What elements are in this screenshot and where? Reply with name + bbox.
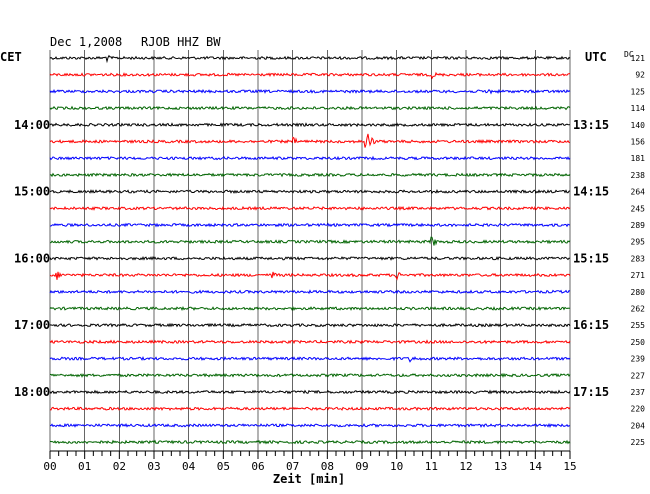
cet-hour-label: 17:00 (14, 318, 50, 332)
utc-hour-label: 16:15 (573, 318, 609, 332)
seismic-trace (49, 389, 571, 395)
dc-offset-label: 181 (631, 154, 646, 163)
x-tick-label: 05 (217, 460, 230, 473)
seismic-trace (49, 236, 571, 246)
chart-date: Dec 1,2008 (50, 35, 122, 49)
dc-offset-label: 225 (631, 438, 646, 447)
dc-header-label: DC (624, 50, 634, 59)
seismic-trace (49, 322, 571, 328)
dc-offset-label: 264 (631, 188, 646, 197)
utc-hour-labels: 13:15 14:15 15:15 16:15 17:15 (573, 118, 609, 399)
chart-station: RJOB HHZ BW (141, 35, 221, 49)
seismic-trace (50, 222, 570, 228)
seismic-trace (49, 54, 571, 64)
dc-offset-label: 238 (631, 171, 646, 180)
x-tick-label: 07 (286, 460, 299, 473)
seismic-traces (49, 54, 571, 445)
seismic-trace (49, 271, 571, 281)
x-tick-label: 09 (355, 460, 368, 473)
dc-offset-label: 239 (631, 355, 646, 364)
seismic-trace (49, 289, 571, 295)
seismic-trace (49, 422, 571, 428)
cet-hour-label: 15:00 (14, 185, 50, 199)
seismic-trace (49, 355, 571, 363)
seismic-trace (49, 122, 571, 128)
dc-offset-label: 114 (631, 104, 646, 113)
dc-offset-label: 262 (631, 305, 646, 314)
dc-offset-label: 92 (635, 71, 645, 80)
x-tick-label: 00 (43, 460, 56, 473)
cet-hour-label: 18:00 (14, 385, 50, 399)
dc-offset-label: 289 (631, 221, 646, 230)
dc-offset-label: 140 (631, 121, 646, 130)
x-tick-label: 15 (563, 460, 576, 473)
dc-offset-label: 295 (631, 238, 646, 247)
x-tick-label: 11 (425, 460, 438, 473)
x-axis-title: Zeit [min] (273, 472, 345, 486)
cet-label: CET (0, 50, 22, 64)
x-tick-label: 12 (459, 460, 472, 473)
utc-hour-label: 15:15 (573, 251, 609, 265)
utc-label: UTC (585, 50, 607, 64)
dc-offset-label: 250 (631, 338, 646, 347)
seismic-trace (49, 255, 571, 261)
dc-offset-label: 283 (631, 254, 646, 263)
seismic-trace (49, 105, 571, 111)
x-tick-label: 13 (494, 460, 507, 473)
seismic-trace (49, 372, 571, 378)
x-tick-label: 08 (321, 460, 334, 473)
x-axis: 00 01 02 03 04 05 06 07 08 09 10 11 12 13 14 15 (43, 451, 577, 473)
seismic-trace (49, 406, 571, 412)
seismic-trace (49, 189, 571, 195)
x-tick-label: 03 (147, 460, 160, 473)
x-tick-label: 10 (390, 460, 403, 473)
seismic-trace (49, 133, 571, 148)
seismic-trace (49, 439, 571, 445)
dc-offset-label: 121 (631, 54, 646, 63)
utc-hour-label: 14:15 (573, 185, 609, 199)
seismic-trace (49, 71, 571, 80)
x-tick-label: 01 (78, 460, 91, 473)
seismic-trace (49, 305, 571, 312)
seismic-trace (49, 88, 571, 95)
cet-hour-label: 14:00 (14, 118, 50, 132)
dc-offset-label: 227 (631, 371, 646, 380)
x-tick-label: 02 (113, 460, 126, 473)
dc-offset-label: 271 (631, 271, 646, 280)
utc-hour-label: 13:15 (573, 118, 609, 132)
dc-offset-label: 255 (631, 321, 646, 330)
dc-offset-label: 156 (631, 138, 646, 147)
dc-offset-label: 125 (631, 87, 646, 96)
x-tick-label: 14 (529, 460, 543, 473)
dc-offset-label: 245 (631, 204, 646, 213)
seismic-trace (49, 339, 571, 345)
dc-offset-label: 220 (631, 405, 646, 414)
cet-hour-label: 16:00 (14, 251, 50, 265)
dc-offset-label: 204 (631, 421, 646, 430)
seismic-trace (49, 172, 571, 178)
seismic-trace (49, 155, 571, 161)
dc-offset-label: 237 (631, 388, 646, 397)
dc-offset-label: 280 (631, 288, 646, 297)
x-tick-label: 04 (182, 460, 196, 473)
dc-offset-labels: 121 92 125 114 140 156 181 238 264 245 289 295 283 27… (631, 54, 646, 447)
utc-hour-label: 17:15 (573, 385, 609, 399)
x-tick-label: 06 (251, 460, 264, 473)
cet-hour-labels: 14:00 15:00 16:00 17:00 18:00 (14, 118, 50, 399)
seismic-trace (49, 205, 571, 211)
